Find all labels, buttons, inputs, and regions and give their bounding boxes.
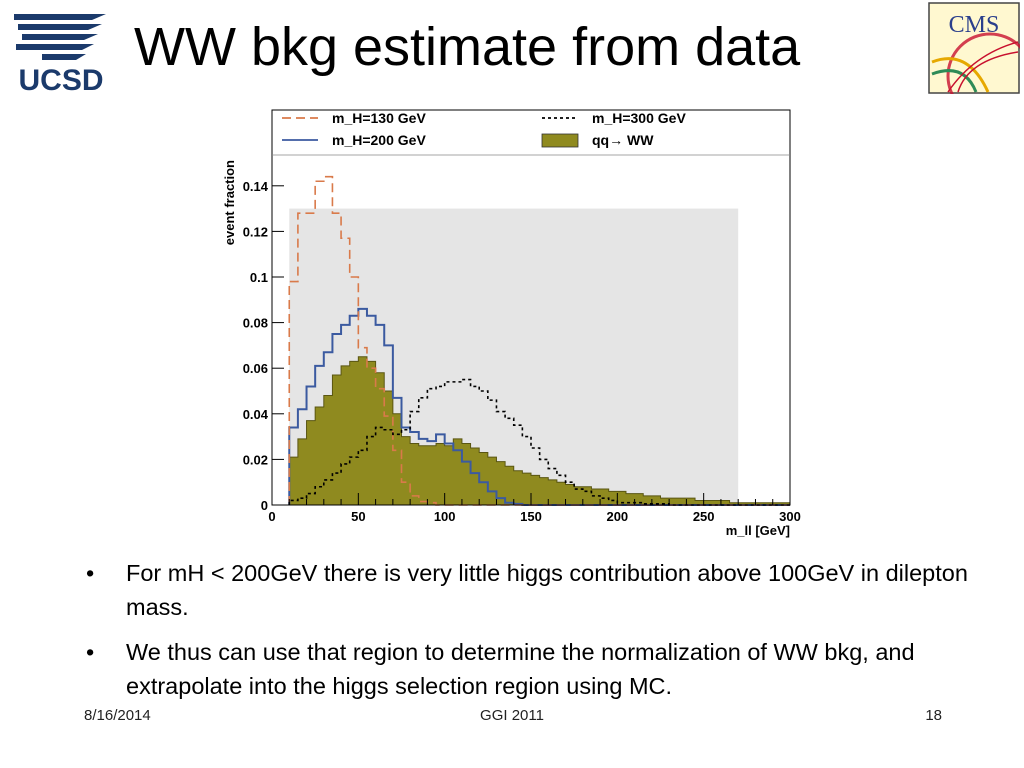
bullet-text: We thus can use that region to determine… [126,639,915,700]
y-tick-label: 0.14 [243,179,269,194]
ucsd-wave-icon [14,14,106,60]
footer-page-number: 18 [925,707,942,724]
legend-label: qq→ WW [592,132,654,148]
x-tick-label: 150 [520,509,542,524]
histogram-chart: 0 50 100 150 200 250 300 0 0.02 0.04 0.06 0.08 0.1 0.… [222,109,801,538]
cms-logo-text: CMS [949,12,1000,38]
legend-swatch [541,133,579,148]
legend-label: m_H=200 GeV [332,132,426,148]
x-tick-label: 100 [434,509,456,524]
legend-label: m_H=130 GeV [332,110,426,126]
legend-label: m_H=300 GeV [592,110,686,126]
y-tick-label: 0.04 [243,407,269,422]
y-tick-label: 0.08 [243,316,268,331]
x-tick-label: 50 [351,509,365,524]
cms-logo: CMS [928,2,1020,94]
series-qqww-fill [288,356,791,506]
ucsd-logo: UCSD [14,14,106,94]
y-tick-label: 0.12 [243,224,268,239]
y-tick-label: 0.06 [243,361,268,376]
axes-layer: 0 50 100 150 200 250 300 0 0.02 0.04 0.06 0.08 0.1 0.… [222,109,801,538]
bullet-text: For mH < 200GeV there is very little hig… [126,560,968,621]
series-line-3 [288,378,790,506]
x-tick-label: 250 [693,509,715,524]
ucsd-logo-text: UCSD [18,64,103,94]
x-tick-label: 200 [606,509,628,524]
legend: m_H=130 GeV m_H=300 GeV m_H=200 GeV qq→ WW [282,110,686,148]
x-tick-label: 300 [779,509,801,524]
bullet-item: • We thus can use that region to determi… [86,635,976,703]
x-axis-label: m_ll [GeV] [726,523,790,538]
slide-title: WW bkg estimate from data [134,17,801,77]
bullet-item: • For mH < 200GeV there is very little h… [86,556,976,624]
y-tick-label: 0.1 [250,270,268,285]
bullet-list: • For mH < 200GeV there is very little h… [86,556,976,714]
x-tick-label: 0 [268,509,275,524]
y-axis-label: event fraction [222,160,237,245]
y-tick-label: 0.02 [243,452,268,467]
bullet-glyph: • [86,639,95,666]
footer-date: 8/16/2014 [84,707,151,724]
y-tick-label: 0 [261,498,268,513]
footer-event: GGI 2011 [480,707,544,724]
bullet-glyph: • [86,560,95,586]
